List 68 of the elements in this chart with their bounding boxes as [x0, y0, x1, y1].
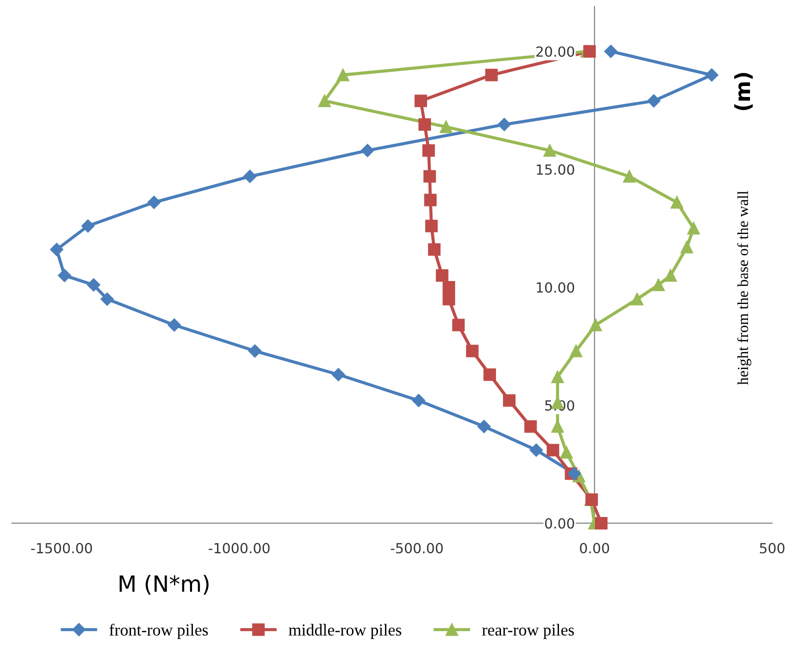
- point: [147, 196, 161, 209]
- y-tick-label: 15.00: [536, 164, 574, 175]
- point: [503, 394, 516, 407]
- x-tick-label: -1500.00: [31, 542, 92, 554]
- point: [687, 222, 700, 235]
- point: [551, 370, 564, 384]
- point: [442, 281, 456, 294]
- point: [570, 344, 582, 358]
- point: [604, 44, 618, 58]
- point: [248, 344, 262, 358]
- point: [466, 344, 479, 358]
- point: [87, 278, 100, 292]
- legend-label: middle-row piles: [288, 624, 402, 639]
- point: [670, 196, 684, 209]
- point: [422, 144, 435, 157]
- point: [630, 292, 644, 306]
- point: [428, 243, 441, 256]
- point: [100, 292, 114, 306]
- point: [336, 68, 350, 82]
- point: [50, 242, 64, 256]
- point: [589, 318, 602, 332]
- y-axis-title: height from the base of the wall: [737, 190, 752, 385]
- point: [530, 443, 543, 457]
- point: [485, 68, 498, 82]
- point: [318, 94, 331, 108]
- legend-label: front-row piles: [109, 624, 208, 639]
- point: [424, 194, 437, 206]
- y-tick-label: 10.00: [536, 282, 574, 293]
- point: [595, 516, 608, 530]
- point: [623, 170, 636, 183]
- point: [436, 269, 448, 282]
- point: [452, 318, 465, 332]
- x-tick-label: -1000.00: [208, 542, 270, 554]
- x-axis-title: M (N*m): [120, 574, 209, 595]
- x-tick-label: -500.00: [390, 542, 443, 554]
- point: [423, 170, 436, 183]
- point: [583, 45, 596, 58]
- point: [652, 278, 665, 292]
- point: [705, 68, 718, 82]
- point: [412, 394, 426, 408]
- point: [483, 368, 496, 381]
- point: [560, 446, 573, 459]
- point: [477, 420, 491, 434]
- point: [243, 170, 257, 183]
- x-tick-label: 0.00: [580, 542, 610, 554]
- point: [168, 318, 181, 332]
- point: [544, 144, 556, 157]
- point: [568, 467, 581, 480]
- point: [58, 268, 72, 282]
- point: [546, 444, 560, 456]
- y-tick-label: 20.00: [536, 46, 574, 57]
- point: [498, 118, 511, 132]
- point: [81, 219, 95, 233]
- point: [524, 420, 537, 433]
- point: [360, 144, 374, 158]
- point: [647, 94, 660, 108]
- y-tick-label: 0.00: [545, 518, 574, 529]
- point: [440, 120, 452, 134]
- annotation: (m): [734, 72, 753, 110]
- point: [332, 368, 345, 382]
- point: [680, 240, 694, 254]
- point: [442, 292, 456, 306]
- point: [414, 94, 428, 108]
- legend-label: rear-row piles: [482, 624, 574, 639]
- point: [425, 220, 438, 232]
- x-tick-label: 500: [760, 542, 784, 554]
- point: [664, 269, 677, 282]
- point: [418, 118, 431, 131]
